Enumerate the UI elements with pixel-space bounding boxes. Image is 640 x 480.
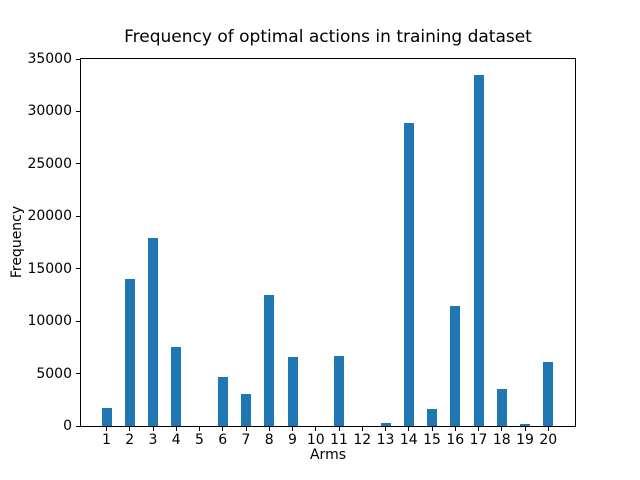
plot-area: 0 5000 10000 15000 20000 25000 30000 35000 1 2 3 4 5… bbox=[27, 51, 576, 448]
bar-arm-11 bbox=[334, 355, 344, 426]
bar-arm-19 bbox=[520, 423, 530, 426]
x-tick-mark bbox=[222, 427, 224, 431]
bar-arm-4 bbox=[171, 346, 182, 426]
x-tick-mark bbox=[245, 427, 247, 431]
x-tick-mark bbox=[524, 427, 526, 431]
x-axis-label: Arms bbox=[309, 447, 347, 463]
bar-arm-9 bbox=[287, 356, 298, 426]
bar-arm-6 bbox=[217, 376, 228, 426]
bar-arm-15 bbox=[427, 408, 437, 426]
x-tick-mark bbox=[175, 427, 177, 431]
y-tick-mark bbox=[76, 425, 80, 427]
x-tick-label: 19 bbox=[516, 432, 534, 448]
x-tick-label: 17 bbox=[469, 432, 488, 448]
x-tick-mark bbox=[152, 427, 154, 431]
x-tick-mark bbox=[478, 427, 479, 431]
x-tick-mark bbox=[199, 427, 200, 431]
bar-arm-14 bbox=[403, 122, 414, 426]
y-tick-mark bbox=[76, 110, 80, 112]
x-tick-label: 7 bbox=[241, 432, 251, 448]
x-tick-mark bbox=[454, 427, 456, 431]
x-tick-mark bbox=[338, 427, 340, 431]
y-tick-mark bbox=[76, 215, 80, 217]
bar-arm-13 bbox=[380, 422, 391, 426]
x-tick-label: 9 bbox=[288, 432, 297, 448]
y-tick-label: 30000 bbox=[27, 103, 72, 120]
bar-arm-8 bbox=[264, 295, 275, 426]
x-tick-label: 20 bbox=[539, 432, 558, 448]
x-tick-mark bbox=[431, 427, 433, 431]
x-tick-mark bbox=[547, 427, 549, 431]
bar-arm-2 bbox=[124, 279, 135, 426]
bar-arm-20 bbox=[543, 362, 554, 426]
y-tick-mark bbox=[76, 58, 80, 60]
x-tick-label: 12 bbox=[353, 432, 372, 448]
x-tick-mark bbox=[385, 427, 386, 431]
y-tick-label: 25000 bbox=[27, 155, 72, 172]
y-axis-label: Frequency bbox=[9, 205, 25, 279]
x-tick-mark bbox=[408, 427, 410, 431]
x-tick-label: 14 bbox=[399, 432, 418, 448]
chart-title: Frequency of optimal actions in training… bbox=[124, 27, 532, 47]
x-tick-mark bbox=[129, 427, 131, 431]
x-tick-label: 4 bbox=[171, 432, 181, 448]
x-tick-mark bbox=[361, 427, 363, 431]
y-tick-label: 5000 bbox=[36, 365, 72, 382]
x-tick-label: 5 bbox=[195, 432, 204, 448]
y-tick-mark bbox=[76, 373, 80, 375]
x-tick-label: 6 bbox=[218, 432, 228, 448]
x-tick-label: 18 bbox=[492, 432, 511, 448]
x-tick-mark bbox=[292, 427, 293, 431]
x-tick-label: 10 bbox=[306, 432, 325, 448]
y-tick-label: 0 bbox=[63, 418, 72, 434]
y-tick-label: 20000 bbox=[27, 208, 72, 225]
y-tick-label: 10000 bbox=[27, 313, 72, 330]
x-tick-label: 15 bbox=[423, 432, 441, 448]
bar-arm-1 bbox=[101, 408, 112, 426]
x-tick-mark bbox=[315, 427, 317, 431]
bar-arm-3 bbox=[148, 237, 158, 426]
bar-arm-7 bbox=[241, 394, 251, 426]
bar-arm-17 bbox=[473, 74, 484, 426]
bar-arm-16 bbox=[450, 305, 461, 426]
x-tick-label: 1 bbox=[102, 432, 111, 448]
x-tick-mark bbox=[268, 427, 270, 431]
y-tick-mark bbox=[76, 320, 80, 322]
x-tick-mark bbox=[501, 427, 503, 431]
y-tick-mark bbox=[76, 268, 80, 270]
x-tick-label: 8 bbox=[264, 432, 274, 448]
x-tick-mark bbox=[106, 427, 107, 431]
y-tick-label: 15000 bbox=[27, 260, 72, 277]
x-tick-label: 2 bbox=[125, 432, 135, 448]
x-tick-label: 16 bbox=[446, 432, 465, 448]
x-tick-label: 11 bbox=[330, 432, 348, 448]
x-tick-label: 13 bbox=[376, 432, 395, 448]
y-tick-mark bbox=[76, 163, 80, 165]
bar-arm-18 bbox=[496, 389, 507, 426]
x-tick-label: 3 bbox=[148, 432, 158, 448]
y-tick-label: 35000 bbox=[27, 51, 72, 67]
